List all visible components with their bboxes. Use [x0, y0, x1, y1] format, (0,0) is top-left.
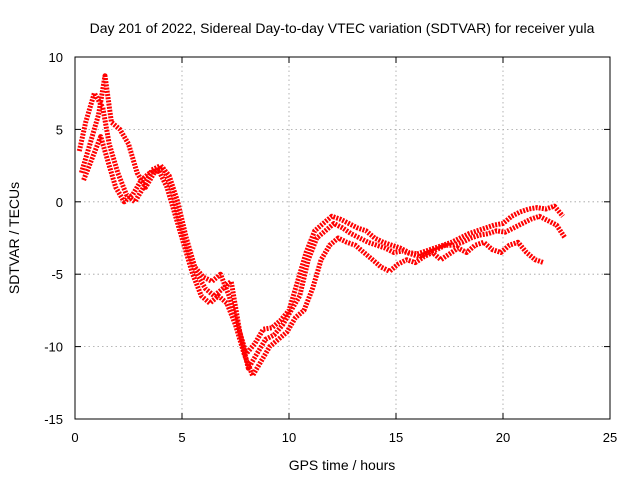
x-tick-label: 10 — [282, 430, 296, 445]
trace-1-line — [76, 90, 565, 357]
grid-lines — [74, 56, 611, 420]
y-tick-label: -5 — [51, 267, 63, 282]
y-tick-label: 0 — [56, 195, 63, 210]
y-tick-label: -15 — [44, 412, 63, 427]
x-tick-label: 25 — [603, 430, 617, 445]
x-tick-label: 15 — [389, 430, 403, 445]
plot-frame — [74, 56, 611, 420]
x-axis-label: GPS time / hours — [289, 457, 396, 473]
data-series — [76, 73, 568, 379]
x-tick-label: 0 — [71, 430, 78, 445]
trace-3-line — [81, 134, 545, 379]
x-axis: 0 5 10 15 20 25 — [71, 430, 617, 445]
y-tick-label: 10 — [49, 50, 63, 65]
y-tick-label: -10 — [44, 340, 63, 355]
y-tick-label: 5 — [56, 122, 63, 137]
x-tick-label: 5 — [178, 430, 185, 445]
chart-title: Day 201 of 2022, Sidereal Day-to-day VTE… — [90, 20, 595, 36]
y-axis-label: SDTVAR / TECUs — [6, 182, 22, 294]
x-tick-label: 20 — [496, 430, 510, 445]
y-axis: 10 5 0 -5 -10 -15 — [44, 50, 63, 427]
